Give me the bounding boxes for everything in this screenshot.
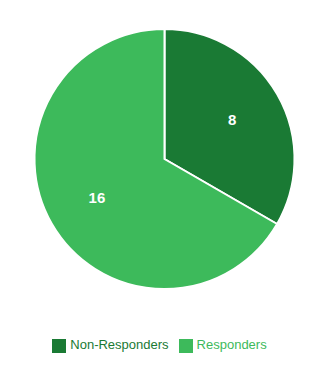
html-text:Responders: Responders bbox=[196, 337, 267, 353]
svg-text:8: 8 bbox=[228, 111, 236, 128]
svg-text:16: 16 bbox=[89, 189, 106, 206]
html-text:Non-Responders: Non-Responders bbox=[70, 337, 169, 353]
